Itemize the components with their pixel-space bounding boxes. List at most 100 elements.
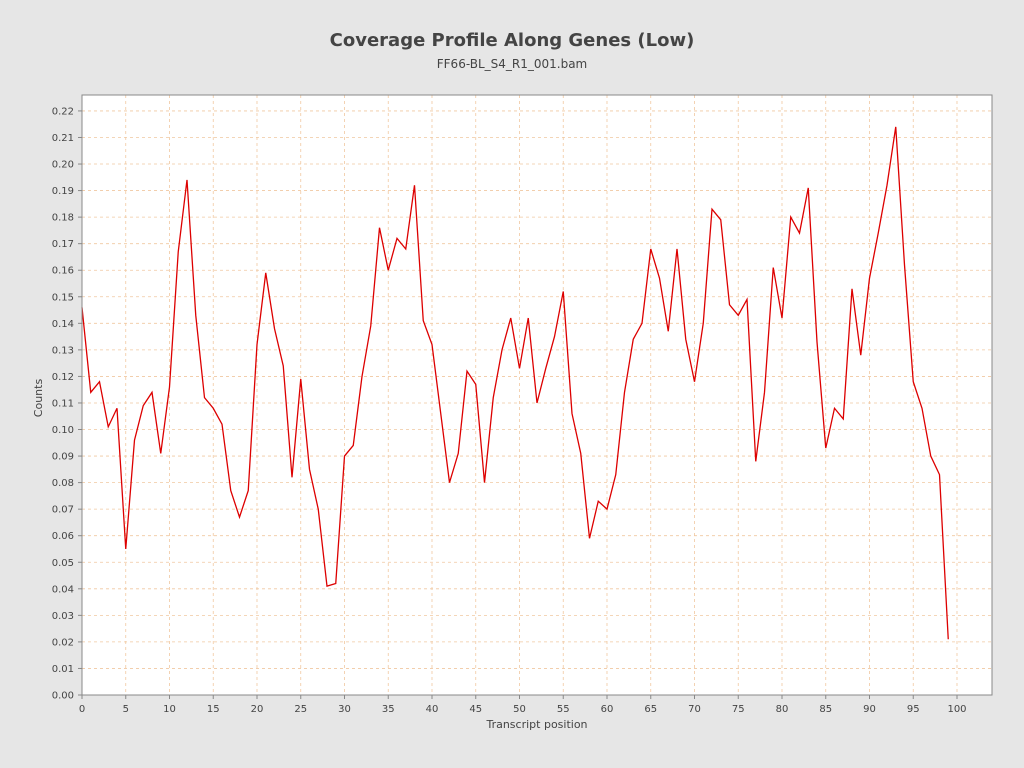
data-point xyxy=(720,219,722,221)
data-point xyxy=(597,500,599,502)
data-point xyxy=(947,638,949,640)
data-point xyxy=(904,264,906,266)
data-point xyxy=(886,184,888,186)
data-point xyxy=(405,248,407,250)
y-tick-label: 0.11 xyxy=(52,398,74,409)
y-tick-label: 0.05 xyxy=(52,558,74,569)
grid-lines xyxy=(81,95,992,696)
data-point xyxy=(536,402,538,404)
data-point xyxy=(912,381,914,383)
data-point xyxy=(230,490,232,492)
data-point xyxy=(816,341,818,343)
y-tick-label: 0.10 xyxy=(52,425,74,436)
y-tick-label: 0.19 xyxy=(52,186,74,197)
data-point xyxy=(869,277,871,279)
y-tick-label: 0.00 xyxy=(52,691,74,702)
y-tick-label: 0.03 xyxy=(52,611,74,622)
data-point xyxy=(309,468,311,470)
x-tick-label: 80 xyxy=(776,704,789,715)
x-tick-label: 60 xyxy=(601,704,614,715)
x-tick-label: 35 xyxy=(382,704,395,715)
data-point xyxy=(702,322,704,324)
chart-subtitle: FF66-BL_S4_R1_001.bam xyxy=(436,57,588,71)
x-tick-label: 50 xyxy=(513,704,526,715)
x-tick-label: 70 xyxy=(688,704,701,715)
y-tick-label: 0.02 xyxy=(52,637,74,648)
data-point xyxy=(799,232,801,234)
y-tick-label: 0.06 xyxy=(52,531,74,542)
data-point xyxy=(431,344,433,346)
data-point xyxy=(177,251,179,253)
y-tick-label: 0.13 xyxy=(52,345,74,356)
y-tick-label: 0.04 xyxy=(52,584,74,595)
x-tick-label: 55 xyxy=(557,704,570,715)
data-point xyxy=(711,208,713,210)
data-point xyxy=(877,232,879,234)
data-point xyxy=(624,391,626,393)
data-point xyxy=(921,407,923,409)
data-point xyxy=(142,405,144,407)
data-point xyxy=(807,187,809,189)
data-point xyxy=(492,397,494,399)
data-point xyxy=(659,277,661,279)
data-point xyxy=(606,508,608,510)
plot-border xyxy=(81,94,993,696)
data-point xyxy=(510,317,512,319)
data-point xyxy=(291,476,293,478)
y-tick-label: 0.18 xyxy=(52,213,74,224)
data-point xyxy=(466,370,468,372)
data-point xyxy=(335,583,337,585)
data-point xyxy=(160,452,162,454)
x-tick-label: 75 xyxy=(732,704,745,715)
data-point xyxy=(484,482,486,484)
data-point xyxy=(317,508,319,510)
data-point xyxy=(860,354,862,356)
x-tick-label: 90 xyxy=(863,704,876,715)
data-point xyxy=(641,322,643,324)
data-point xyxy=(440,413,442,415)
data-point xyxy=(90,391,92,393)
data-point xyxy=(939,474,941,476)
data-point xyxy=(694,381,696,383)
x-tick-label: 30 xyxy=(338,704,351,715)
data-point xyxy=(527,317,529,319)
chart-title: Coverage Profile Along Genes (Low) xyxy=(329,30,695,51)
data-point xyxy=(746,298,748,300)
data-point xyxy=(562,290,564,292)
data-point xyxy=(151,391,153,393)
data-point xyxy=(239,516,241,518)
plot-background xyxy=(82,95,992,695)
data-point xyxy=(265,272,267,274)
data-point xyxy=(834,407,836,409)
data-point xyxy=(772,267,774,269)
y-tick-label: 0.21 xyxy=(52,133,74,144)
data-point xyxy=(737,314,739,316)
y-tick-label: 0.01 xyxy=(52,664,74,675)
data-point xyxy=(274,328,276,330)
y-tick-label: 0.12 xyxy=(52,372,74,383)
y-tick-label: 0.22 xyxy=(52,106,74,117)
y-tick-label: 0.14 xyxy=(52,319,74,330)
data-point xyxy=(344,455,346,457)
data-point xyxy=(930,455,932,457)
data-point xyxy=(457,452,459,454)
y-tick-label: 0.16 xyxy=(52,266,74,277)
data-point xyxy=(667,330,669,332)
data-point xyxy=(449,482,451,484)
data-point xyxy=(554,336,556,338)
data-point xyxy=(825,447,827,449)
data-point xyxy=(256,344,258,346)
data-point xyxy=(615,474,617,476)
data-point xyxy=(396,237,398,239)
x-tick-label: 45 xyxy=(469,704,482,715)
data-point xyxy=(685,338,687,340)
y-tick-label: 0.15 xyxy=(52,292,74,303)
data-point xyxy=(895,126,897,128)
data-point xyxy=(676,248,678,250)
y-tick-label: 0.17 xyxy=(52,239,74,250)
data-point xyxy=(571,413,573,415)
data-point xyxy=(729,304,731,306)
data-point xyxy=(370,325,372,327)
x-tick-label: 95 xyxy=(907,704,920,715)
x-tick-label: 65 xyxy=(644,704,657,715)
